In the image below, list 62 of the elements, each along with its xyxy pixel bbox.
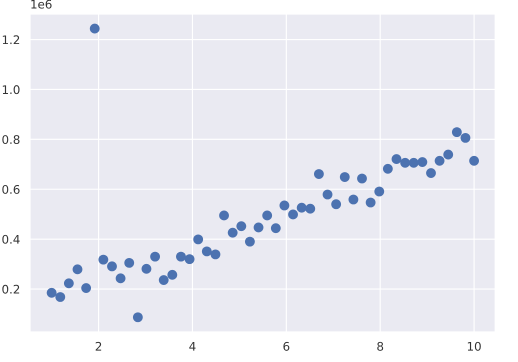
point xyxy=(228,228,238,238)
point xyxy=(202,246,212,256)
point xyxy=(288,210,298,220)
point xyxy=(452,127,462,138)
point xyxy=(366,198,376,208)
y-tick-label: 0.8 xyxy=(2,135,20,144)
point xyxy=(90,24,100,34)
point xyxy=(417,157,428,167)
point xyxy=(296,202,307,213)
point xyxy=(167,270,178,280)
point xyxy=(331,199,342,210)
y-tick-label: 1.0 xyxy=(2,85,20,94)
point xyxy=(460,132,470,143)
point xyxy=(81,283,92,293)
point xyxy=(348,194,358,204)
point xyxy=(426,168,436,178)
point xyxy=(270,223,281,234)
point xyxy=(244,236,255,247)
point xyxy=(322,190,332,200)
y-tick-label: 0.6 xyxy=(2,184,20,194)
point xyxy=(98,254,108,265)
point xyxy=(400,158,410,168)
point xyxy=(72,264,82,274)
point xyxy=(314,169,324,179)
point xyxy=(434,156,444,166)
x-tick-label: 8 xyxy=(377,342,384,351)
y-tick-label: 0.4 xyxy=(2,234,20,244)
point xyxy=(158,275,169,285)
point xyxy=(150,252,160,262)
point xyxy=(357,174,367,184)
x-tick-label: 4 xyxy=(189,342,196,351)
x-tick-label: 6 xyxy=(283,342,290,351)
point xyxy=(340,172,350,182)
point xyxy=(107,261,117,272)
point xyxy=(46,288,57,298)
point xyxy=(374,186,384,196)
point xyxy=(142,264,152,274)
point xyxy=(469,156,479,166)
point xyxy=(132,312,143,322)
point xyxy=(124,258,134,268)
point xyxy=(254,222,264,232)
point xyxy=(55,292,66,302)
x-tick-label: 2 xyxy=(96,342,102,351)
point xyxy=(392,154,402,164)
point xyxy=(176,252,186,262)
x-tick-label: 10 xyxy=(468,342,481,351)
point xyxy=(382,164,393,174)
point xyxy=(219,210,229,220)
point xyxy=(116,273,126,284)
point xyxy=(305,204,316,214)
y-tick-label: 1.2 xyxy=(2,35,20,44)
y-tick-label: 0.2 xyxy=(2,284,20,294)
point xyxy=(64,278,74,288)
point xyxy=(408,158,419,168)
point xyxy=(184,254,194,264)
point xyxy=(262,210,272,220)
text: 1e6 xyxy=(31,0,52,9)
point xyxy=(193,234,204,244)
point xyxy=(279,200,290,210)
point xyxy=(443,150,454,160)
point xyxy=(236,221,246,232)
point xyxy=(210,249,220,260)
